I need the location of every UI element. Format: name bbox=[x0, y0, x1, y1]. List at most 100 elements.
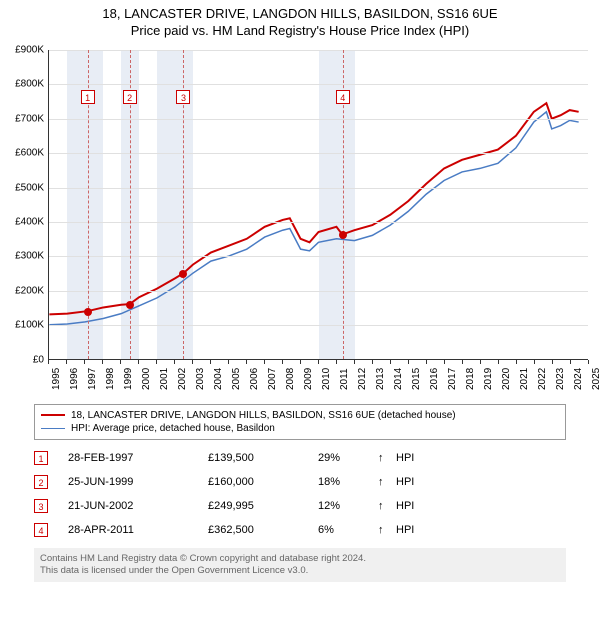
sales-pct: 29% bbox=[318, 452, 378, 464]
sales-price: £139,500 bbox=[208, 452, 318, 464]
x-axis-label: 2007 bbox=[267, 368, 278, 390]
footer: Contains HM Land Registry data © Crown c… bbox=[34, 548, 566, 583]
x-axis-label: 1999 bbox=[123, 368, 134, 390]
title-line-2: Price paid vs. HM Land Registry's House … bbox=[0, 23, 600, 40]
legend-label: HPI: Average price, detached house, Basi… bbox=[71, 423, 275, 434]
sale-dot bbox=[84, 308, 92, 316]
legend-swatch bbox=[41, 414, 65, 416]
x-axis-label: 2016 bbox=[429, 368, 440, 390]
x-tick bbox=[390, 360, 391, 364]
x-axis-label: 1997 bbox=[87, 368, 98, 390]
arrow-up-icon: ↑ bbox=[378, 500, 396, 512]
sale-dot bbox=[339, 231, 347, 239]
arrow-up-icon: ↑ bbox=[378, 476, 396, 488]
x-tick bbox=[588, 360, 589, 364]
footer-line-1: Contains HM Land Registry data © Crown c… bbox=[40, 553, 560, 565]
y-axis-label: £0 bbox=[0, 354, 44, 365]
x-axis-label: 1995 bbox=[51, 368, 62, 390]
x-axis-label: 2023 bbox=[555, 368, 566, 390]
sale-marker-1: 1 bbox=[81, 90, 95, 104]
x-tick bbox=[300, 360, 301, 364]
x-axis-label: 2015 bbox=[411, 368, 422, 390]
x-tick bbox=[102, 360, 103, 364]
title-line-1: 18, LANCASTER DRIVE, LANGDON HILLS, BASI… bbox=[0, 6, 600, 23]
x-tick bbox=[354, 360, 355, 364]
x-tick bbox=[498, 360, 499, 364]
y-axis-label: £800K bbox=[0, 79, 44, 90]
sale-marker-3: 3 bbox=[176, 90, 190, 104]
x-tick bbox=[138, 360, 139, 364]
plot-area: 1234 bbox=[48, 50, 588, 360]
y-axis-label: £700K bbox=[0, 113, 44, 124]
sales-marker: 4 bbox=[34, 523, 48, 537]
y-axis-label: £100K bbox=[0, 320, 44, 331]
x-tick bbox=[210, 360, 211, 364]
x-axis-label: 2025 bbox=[591, 368, 600, 390]
x-axis-label: 2003 bbox=[195, 368, 206, 390]
sale-dot bbox=[179, 270, 187, 278]
x-axis-label: 2011 bbox=[339, 368, 350, 390]
x-tick bbox=[282, 360, 283, 364]
x-tick bbox=[372, 360, 373, 364]
x-axis-label: 2005 bbox=[231, 368, 242, 390]
x-axis-label: 2021 bbox=[519, 368, 530, 390]
x-tick bbox=[516, 360, 517, 364]
chart-container: 18, LANCASTER DRIVE, LANGDON HILLS, BASI… bbox=[0, 0, 600, 620]
sales-marker: 3 bbox=[34, 499, 48, 513]
sales-row: 321-JUN-2002£249,99512%↑HPI bbox=[34, 494, 566, 518]
x-tick bbox=[264, 360, 265, 364]
arrow-up-icon: ↑ bbox=[378, 452, 396, 464]
sales-suffix: HPI bbox=[396, 452, 414, 464]
x-axis-label: 2009 bbox=[303, 368, 314, 390]
sale-dot bbox=[126, 301, 134, 309]
sales-suffix: HPI bbox=[396, 524, 414, 536]
x-tick bbox=[408, 360, 409, 364]
y-axis-label: £200K bbox=[0, 285, 44, 296]
x-tick bbox=[246, 360, 247, 364]
footer-line-2: This data is licensed under the Open Gov… bbox=[40, 565, 560, 577]
sales-price: £160,000 bbox=[208, 476, 318, 488]
title-block: 18, LANCASTER DRIVE, LANGDON HILLS, BASI… bbox=[0, 0, 600, 40]
x-tick bbox=[174, 360, 175, 364]
sales-date: 21-JUN-2002 bbox=[68, 500, 208, 512]
sales-suffix: HPI bbox=[396, 476, 414, 488]
x-tick bbox=[66, 360, 67, 364]
y-axis-label: £900K bbox=[0, 44, 44, 55]
x-axis-label: 2008 bbox=[285, 368, 296, 390]
y-axis-label: £300K bbox=[0, 251, 44, 262]
y-axis-label: £600K bbox=[0, 148, 44, 159]
x-tick bbox=[426, 360, 427, 364]
x-axis-label: 2006 bbox=[249, 368, 260, 390]
x-axis-label: 2001 bbox=[159, 368, 170, 390]
x-axis-label: 2020 bbox=[501, 368, 512, 390]
x-tick bbox=[570, 360, 571, 364]
x-axis-label: 2000 bbox=[141, 368, 152, 390]
sales-row: 1 28-FEB-1997£139,50029%↑HPI bbox=[34, 446, 566, 470]
sales-marker: 1 bbox=[34, 451, 48, 465]
x-tick bbox=[462, 360, 463, 364]
x-axis-label: 2002 bbox=[177, 368, 188, 390]
arrow-up-icon: ↑ bbox=[378, 524, 396, 536]
sales-date: 28-APR-2011 bbox=[68, 524, 208, 536]
chart-area: 1234 £0£100K£200K£300K£400K£500K£600K£70… bbox=[0, 40, 600, 400]
x-tick bbox=[192, 360, 193, 364]
sales-date: 28-FEB-1997 bbox=[68, 452, 208, 464]
x-axis-label: 2012 bbox=[357, 368, 368, 390]
sales-price: £362,500 bbox=[208, 524, 318, 536]
legend-label: 18, LANCASTER DRIVE, LANGDON HILLS, BASI… bbox=[71, 410, 456, 421]
legend-swatch bbox=[41, 428, 65, 429]
x-axis-label: 2010 bbox=[321, 368, 332, 390]
x-axis-label: 1998 bbox=[105, 368, 116, 390]
x-axis-label: 1996 bbox=[69, 368, 80, 390]
legend: 18, LANCASTER DRIVE, LANGDON HILLS, BASI… bbox=[34, 404, 566, 440]
y-axis-label: £400K bbox=[0, 217, 44, 228]
x-tick bbox=[156, 360, 157, 364]
sale-marker-2: 2 bbox=[123, 90, 137, 104]
x-axis-label: 2022 bbox=[537, 368, 548, 390]
x-tick bbox=[336, 360, 337, 364]
sales-pct: 18% bbox=[318, 476, 378, 488]
legend-item: 18, LANCASTER DRIVE, LANGDON HILLS, BASI… bbox=[41, 409, 559, 422]
x-tick bbox=[552, 360, 553, 364]
legend-item: HPI: Average price, detached house, Basi… bbox=[41, 422, 559, 435]
x-tick bbox=[228, 360, 229, 364]
